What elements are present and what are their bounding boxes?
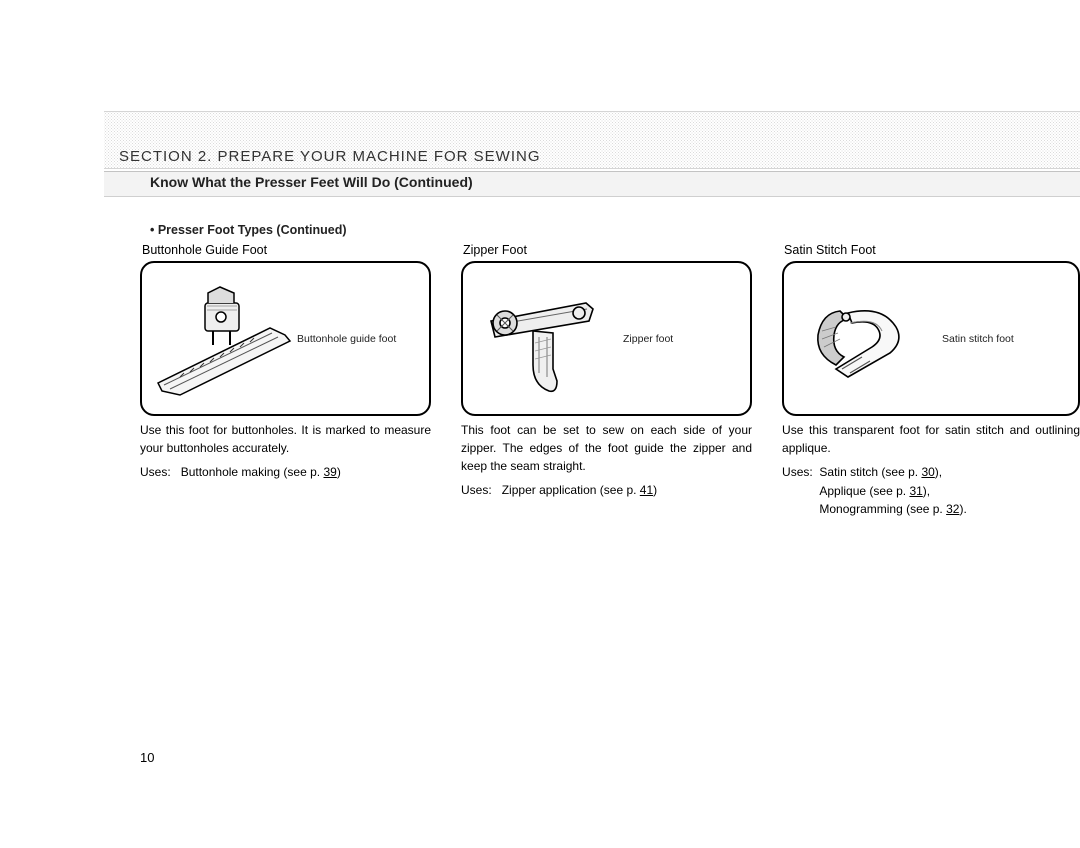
column-uses: Uses: Buttonhole making (see p. 39) xyxy=(140,463,431,482)
uses-label: Uses: xyxy=(782,465,813,479)
figure-caption: Satin stitch foot xyxy=(942,333,1014,345)
column-satin: Satin Stitch Foot Satin stitch foot xyxy=(782,243,1080,519)
column-uses: Uses: Satin stitch (see p. 30), Uses: Ap… xyxy=(782,463,1080,519)
uses-page-link: 32 xyxy=(946,502,959,516)
uses-line-1-post: ), xyxy=(935,465,942,479)
zipper-foot-icon xyxy=(471,273,621,413)
uses-line-2-pre: Applique (see p. xyxy=(819,484,909,498)
uses-page-link: 41 xyxy=(640,483,653,497)
column-buttonhole: Buttonhole Guide Foot xyxy=(140,243,431,519)
uses-label: Uses: xyxy=(140,465,171,479)
sub-header: Know What the Presser Feet Will Do (Cont… xyxy=(150,174,473,190)
uses-line-1-pre: Satin stitch (see p. xyxy=(819,465,921,479)
uses-text: Zipper application (see p. xyxy=(502,483,640,497)
column-uses: Uses: Zipper application (see p. 41) xyxy=(461,481,752,500)
figure-caption: Zipper foot xyxy=(623,333,673,345)
uses-text-end: ) xyxy=(337,465,341,479)
uses-line-3-post: ). xyxy=(959,502,966,516)
figure-box-buttonhole: Buttonhole guide foot xyxy=(140,261,431,416)
uses-page-link: 31 xyxy=(909,484,922,498)
figure-box-satin: Satin stitch foot xyxy=(782,261,1080,416)
bullet-heading: • Presser Foot Types (Continued) xyxy=(150,223,347,237)
column-title: Buttonhole Guide Foot xyxy=(142,243,431,257)
uses-line-3-pre: Monogramming (see p. xyxy=(819,502,946,516)
figure-box-zipper: Zipper foot xyxy=(461,261,752,416)
content-columns: Buttonhole Guide Foot xyxy=(140,243,1080,519)
figure-caption: Buttonhole guide foot xyxy=(297,333,396,345)
section-title: SECTION 2. PREPARE YOUR MACHINE FOR SEWI… xyxy=(115,147,545,166)
column-title: Satin Stitch Foot xyxy=(784,243,1080,257)
uses-line-2-post: ), xyxy=(923,484,930,498)
column-description: This foot can be set to sew on each side… xyxy=(461,421,752,475)
buttonhole-foot-icon xyxy=(150,273,310,413)
uses-page-link: 30 xyxy=(921,465,934,479)
column-title: Zipper Foot xyxy=(463,243,752,257)
column-description: Use this foot for buttonholes. It is mar… xyxy=(140,421,431,457)
column-zipper: Zipper Foot xyxy=(461,243,752,519)
uses-label: Uses: xyxy=(461,483,492,497)
page-number: 10 xyxy=(140,750,154,765)
column-description: Use this transparent foot for satin stit… xyxy=(782,421,1080,457)
uses-page-link: 39 xyxy=(323,465,336,479)
satin-foot-icon xyxy=(792,273,942,413)
uses-text-end: ) xyxy=(653,483,657,497)
uses-text: Buttonhole making (see p. xyxy=(181,465,324,479)
